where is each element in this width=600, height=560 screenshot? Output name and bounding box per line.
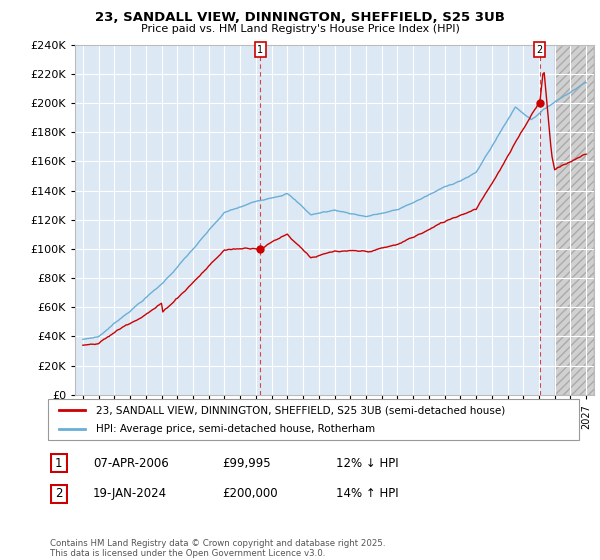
Text: 19-JAN-2024: 19-JAN-2024 <box>93 487 167 501</box>
Text: 2: 2 <box>536 45 543 55</box>
Text: 23, SANDALL VIEW, DINNINGTON, SHEFFIELD, S25 3UB: 23, SANDALL VIEW, DINNINGTON, SHEFFIELD,… <box>95 11 505 24</box>
Text: Price paid vs. HM Land Registry's House Price Index (HPI): Price paid vs. HM Land Registry's House … <box>140 24 460 34</box>
FancyBboxPatch shape <box>50 454 67 472</box>
Text: 2: 2 <box>55 487 62 501</box>
Text: 14% ↑ HPI: 14% ↑ HPI <box>336 487 398 501</box>
Bar <box>554 45 594 395</box>
Text: 23, SANDALL VIEW, DINNINGTON, SHEFFIELD, S25 3UB (semi-detached house): 23, SANDALL VIEW, DINNINGTON, SHEFFIELD,… <box>96 405 505 415</box>
Text: £200,000: £200,000 <box>222 487 278 501</box>
Text: 1: 1 <box>55 456 62 470</box>
Text: 12% ↓ HPI: 12% ↓ HPI <box>336 456 398 470</box>
Text: 07-APR-2006: 07-APR-2006 <box>93 456 169 470</box>
FancyBboxPatch shape <box>50 485 67 503</box>
Text: £99,995: £99,995 <box>222 456 271 470</box>
Text: HPI: Average price, semi-detached house, Rotherham: HPI: Average price, semi-detached house,… <box>96 424 375 433</box>
Text: 1: 1 <box>257 45 263 55</box>
Bar <box>554 45 594 395</box>
FancyBboxPatch shape <box>48 399 579 440</box>
Text: Contains HM Land Registry data © Crown copyright and database right 2025.
This d: Contains HM Land Registry data © Crown c… <box>50 539 385 558</box>
